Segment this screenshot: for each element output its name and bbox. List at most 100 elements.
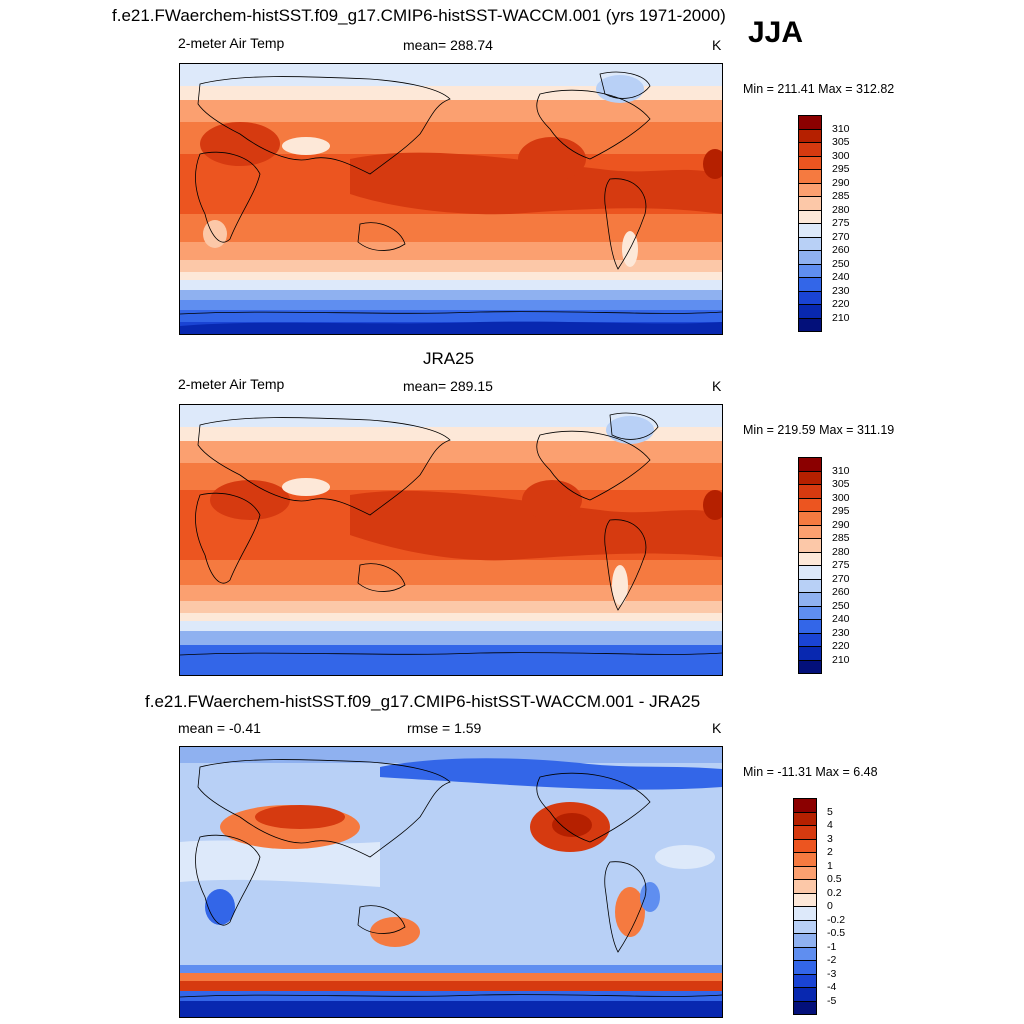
colorbar-swatch	[793, 852, 817, 867]
colorbar-swatch	[798, 128, 822, 143]
colorbar-swatch	[798, 646, 822, 661]
panel-3-mean: mean = -0.41	[178, 720, 261, 736]
colorbar-tick-label: 285	[832, 532, 850, 544]
colorbar-tick-label: 3	[827, 832, 833, 845]
colorbar-tick-label: 310	[832, 464, 850, 477]
colorbar-tick-label: 270	[832, 572, 850, 585]
colorbar-swatch	[793, 811, 817, 826]
colorbar-tick-label: 0	[827, 900, 833, 912]
colorbar-tick-label: 210	[832, 311, 850, 324]
colorbar-tick-label: 1	[827, 859, 833, 872]
panel-2-title: JRA25	[423, 349, 475, 368]
colorbar-tick-label: 290	[832, 176, 850, 189]
colorbar-tick-label: 260	[832, 244, 850, 256]
colorbar-swatch	[793, 933, 817, 948]
colorbar-swatch	[793, 838, 817, 853]
colorbar-tick-label: 305	[832, 478, 850, 490]
main-title: f.e21.FWaerchem-histSST.f09_g17.CMIP6-hi…	[112, 6, 726, 25]
colorbar-swatch	[793, 946, 817, 961]
colorbar-tick-label: -1	[827, 940, 837, 953]
colorbar-swatch	[798, 223, 822, 238]
colorbar-swatch	[798, 209, 822, 224]
panel-3-rmse: rmse = 1.59	[407, 720, 482, 736]
colorbar-swatch	[798, 290, 822, 305]
colorbar-swatch	[798, 115, 822, 130]
colorbar-swatch	[793, 987, 817, 1002]
colorbar-swatch	[793, 879, 817, 894]
colorbar-swatch	[798, 236, 822, 251]
colorbar-swatch	[793, 960, 817, 975]
colorbar-swatch	[798, 659, 822, 674]
colorbar-swatch	[793, 798, 817, 813]
colorbar-tick-label: 230	[832, 626, 850, 639]
colorbar-swatch	[798, 511, 822, 526]
colorbar-tick-label: 305	[832, 136, 850, 148]
panel-3-title: f.e21.FWaerchem-histSST.f09_g17.CMIP6-hi…	[145, 692, 701, 711]
colorbar-tick-label: 0.2	[827, 886, 842, 899]
panel-2-map	[179, 404, 723, 676]
colorbar-swatch	[798, 619, 822, 634]
colorbar-tick-label: -0.2	[827, 913, 846, 926]
colorbar-swatch	[793, 865, 817, 880]
colorbar-swatch	[793, 892, 817, 907]
colorbar-swatch	[798, 457, 822, 472]
panel-1-variable: 2-meter Air Temp	[178, 35, 285, 51]
panel-1-map	[179, 63, 723, 335]
colorbar-tick-label: 230	[832, 284, 850, 297]
colorbar-swatch	[798, 250, 822, 265]
colorbar-swatch	[798, 592, 822, 607]
colorbar-tick-label: 275	[832, 559, 850, 571]
colorbar-tick-label: 5	[827, 805, 833, 818]
colorbar-tick-label: 290	[832, 518, 850, 531]
colorbar-tick-label: 270	[832, 230, 850, 243]
panel-3-minmax: Min = -11.31 Max = 6.48	[743, 765, 878, 779]
season-label: JJA	[748, 16, 804, 49]
panel-1-units: K	[712, 37, 722, 53]
colorbar-tick-label: 280	[832, 545, 850, 558]
panel-2-minmax: Min = 219.59 Max = 311.19	[743, 423, 895, 437]
colorbar-tick-label: 220	[832, 298, 850, 310]
colorbar-tick-label: 285	[832, 190, 850, 202]
colorbar-swatch	[798, 551, 822, 566]
colorbar-swatch	[798, 182, 822, 197]
colorbar-tick-label: 250	[832, 599, 850, 612]
colorbar-swatch	[798, 484, 822, 499]
colorbar-tick-label: -2	[827, 954, 837, 966]
colorbar-tick-label: -5	[827, 994, 837, 1007]
colorbar-tick-label: 310	[832, 122, 850, 135]
colorbar-tick-label: 300	[832, 491, 850, 504]
colorbar-swatch	[798, 277, 822, 292]
colorbar-swatch	[798, 142, 822, 157]
panel-2-units: K	[712, 378, 722, 394]
colorbar-tick-label: 220	[832, 640, 850, 652]
colorbar-swatch	[798, 605, 822, 620]
panel-2-mean: mean= 289.15	[403, 378, 493, 394]
colorbar-swatch	[798, 632, 822, 647]
colorbar-tick-label: 0.5	[827, 873, 842, 885]
colorbar-tick-label: 295	[832, 505, 850, 517]
colorbar-swatch	[798, 524, 822, 539]
colorbar-swatch	[798, 578, 822, 593]
colorbar-swatch	[793, 825, 817, 840]
colorbar-tick-label: 210	[832, 653, 850, 666]
colorbar-swatch	[793, 906, 817, 921]
colorbar-swatch	[798, 538, 822, 553]
colorbar-swatch	[793, 973, 817, 988]
panel-1-mean: mean= 288.74	[403, 37, 493, 53]
colorbar-tick-label: -4	[827, 981, 837, 993]
colorbar-swatch	[793, 1000, 817, 1015]
colorbar-tick-label: 240	[832, 613, 850, 625]
colorbar-tick-label: 4	[827, 819, 833, 831]
panel-2-variable: 2-meter Air Temp	[178, 376, 285, 392]
colorbar-tick-label: 275	[832, 217, 850, 229]
colorbar-swatch	[793, 919, 817, 934]
colorbar-tick-label: 295	[832, 163, 850, 175]
colorbar-swatch	[798, 263, 822, 278]
colorbar-tick-label: 240	[832, 271, 850, 283]
colorbar-swatch	[798, 317, 822, 332]
colorbar-swatch	[798, 155, 822, 170]
colorbar-tick-label: 250	[832, 257, 850, 270]
colorbar-tick-label: -0.5	[827, 927, 846, 939]
colorbar-swatch	[798, 565, 822, 580]
colorbar-tick-label: 280	[832, 203, 850, 216]
